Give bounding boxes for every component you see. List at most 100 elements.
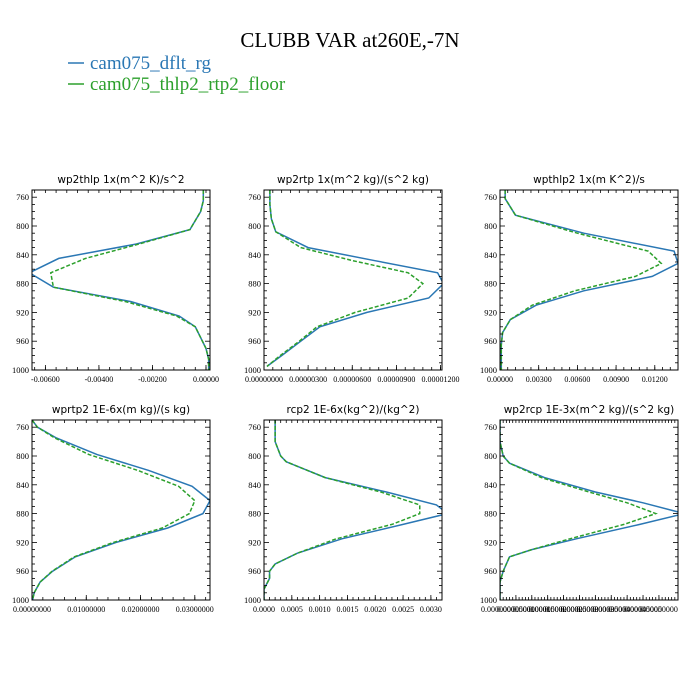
series-line-wpthlp2-floor (500, 190, 663, 370)
plot-frame-wp2rtp (263, 189, 443, 371)
x-tick-label-wp2rtp: 0.00000300 (289, 375, 327, 384)
y-tick-label-wpthlp2: 840 (484, 250, 497, 260)
y-tick-label-wp2rtp: 920 (248, 307, 261, 317)
y-tick-label-wp2rcp: 840 (484, 480, 497, 490)
y-tick-label-wp2rcp: 920 (484, 537, 497, 547)
series-line-wp2rcp-floor (500, 420, 658, 600)
y-tick-label-wp2thlp: 1000 (12, 365, 29, 375)
series-line-wp2thlp-dflt (32, 190, 210, 370)
x-tick-label-wpthlp2: 0.00300 (526, 375, 552, 384)
y-tick-label-wprtp2: 960 (16, 566, 29, 576)
y-tick-label-wp2thlp: 760 (16, 192, 29, 202)
panel-wp2rtp: wp2rtp 1x(m^2 kg)/(s^2 kg) 760 800 840 880 92… (244, 174, 460, 384)
x-tick-label-rcp2: 0.0000 (253, 605, 275, 614)
x-tick-label-wp2thlp: -0.00600 (31, 375, 60, 384)
series-line-rcp2-floor (264, 420, 421, 600)
plot-frame-rcp2 (263, 419, 443, 601)
y-tick-label-wp2rcp: 800 (484, 451, 497, 461)
panel-wp2rcp: wp2rcp 1E-3x(m^2 kg)/(s^2 kg) 760 800 840 88… (480, 404, 679, 614)
y-tick-label-wp2thlp: 840 (16, 250, 29, 260)
x-tick-label-rcp2: 0.0025 (392, 605, 414, 614)
y-tick-label-wp2thlp: 960 (16, 336, 29, 346)
y-tick-label-rcp2: 920 (248, 537, 261, 547)
x-tick-label-wp2rtp: 0.00000600 (333, 375, 371, 384)
series-line-wpthlp2-dflt (500, 190, 678, 370)
y-tick-label-wp2rtp: 1000 (244, 365, 261, 375)
x-tick-label-wp2rcp: 0.00005000 (497, 605, 535, 614)
panel-rcp2: rcp2 1E-6x(kg^2)/(kg^2) 760 800 840 880 920 96… (244, 404, 443, 614)
y-tick-label-wpthlp2: 760 (484, 192, 497, 202)
y-tick-label-rcp2: 800 (248, 451, 261, 461)
y-tick-label-wpthlp2: 920 (484, 307, 497, 317)
panel-title-wp2rcp: wp2rcp 1E-3x(m^2 kg)/(s^2 kg) (504, 404, 675, 416)
y-tick-label-wprtp2: 1000 (12, 595, 29, 605)
x-tick-label-rcp2: 0.0030 (420, 605, 442, 614)
y-tick-label-wp2thlp: 880 (16, 279, 29, 289)
plot-frame-wpthlp2 (499, 189, 679, 371)
x-tick-label-wp2rcp: 0.00030000 (576, 605, 614, 614)
y-tick-label-wp2thlp: 920 (16, 307, 29, 317)
y-tick-label-wp2rtp: 840 (248, 250, 261, 260)
series-line-wp2rcp-dflt (500, 420, 678, 600)
x-tick-label-wp2thlp: -0.00200 (138, 375, 167, 384)
x-tick-label-rcp2: 0.0020 (364, 605, 386, 614)
y-tick-label-wprtp2: 880 (16, 509, 29, 519)
y-tick-label-wp2rcp: 1000 (480, 595, 497, 605)
x-tick-label-wp2rcp: 0.00015000 (529, 605, 567, 614)
legend: cam075_dflt_rg cam075_thlp2_rtp2_floor (68, 53, 286, 95)
x-tick-label-wp2rcp: 0.00045000 (624, 605, 662, 614)
panel-title-wprtp2: wprtp2 1E-6x(m kg)/(s kg) (52, 404, 190, 416)
y-tick-label-wprtp2: 800 (16, 451, 29, 461)
x-tick-label-wp2rcp: 0.00050000 (640, 605, 678, 614)
plot-frame-wprtp2 (31, 419, 211, 601)
series-line-wprtp2-floor (32, 420, 196, 600)
x-tick-label-wp2thlp: 0.00000 (193, 375, 219, 384)
y-tick-label-wp2rtp: 800 (248, 221, 261, 231)
legend-label-floor: cam075_thlp2_rtp2_floor (90, 74, 286, 95)
y-tick-label-wprtp2: 920 (16, 537, 29, 547)
series-line-rcp2-dflt (264, 420, 442, 600)
plot-frame-wp2thlp (31, 189, 211, 371)
y-tick-label-wp2rtp: 880 (248, 279, 261, 289)
legend-label-dflt: cam075_dflt_rg (90, 53, 212, 74)
series-line-wp2thlp-floor (49, 190, 210, 370)
y-tick-label-wpthlp2: 800 (484, 221, 497, 231)
panel-wprtp2: wprtp2 1E-6x(m kg)/(s kg) 760 800 840 880 920… (12, 404, 214, 614)
x-tick-label-wp2rcp: 0.00010000 (513, 605, 551, 614)
x-tick-label-wpthlp2: 0.00900 (603, 375, 629, 384)
series-line-wprtp2-dflt (32, 420, 210, 600)
x-tick-label-wprtp2: 0.03000000 (176, 605, 214, 614)
x-tick-label-wp2rcp: 0.00025000 (560, 605, 598, 614)
x-tick-label-rcp2: 0.0005 (281, 605, 303, 614)
y-tick-label-wpthlp2: 1000 (480, 365, 497, 375)
panel-title-wp2thlp: wp2thlp 1x(m^2 K)/s^2 (57, 174, 184, 186)
y-tick-label-wp2thlp: 800 (16, 221, 29, 231)
x-tick-label-wp2rcp: 0.00000000 (481, 605, 519, 614)
y-tick-label-rcp2: 1000 (244, 595, 261, 605)
x-tick-label-wp2rcp: 0.00040000 (608, 605, 646, 614)
x-tick-label-wpthlp2: 0.00000 (487, 375, 513, 384)
y-tick-label-rcp2: 880 (248, 509, 261, 519)
x-tick-label-rcp2: 0.0010 (309, 605, 331, 614)
panel-title-wp2rtp: wp2rtp 1x(m^2 kg)/(s^2 kg) (277, 174, 429, 186)
x-tick-label-wp2rcp: 0.00035000 (592, 605, 630, 614)
panel-title-rcp2: rcp2 1E-6x(kg^2)/(kg^2) (287, 404, 420, 416)
y-tick-label-wprtp2: 840 (16, 480, 29, 490)
x-tick-label-wp2rtp: 0.00001200 (422, 375, 460, 384)
figure-title: CLUBB VAR at260E,-7N (240, 28, 459, 52)
panel-wp2thlp: wp2thlp 1x(m^2 K)/s^2 760 800 840 880 920 960 1… (12, 174, 219, 384)
series-line-wp2rtp-dflt (266, 190, 442, 368)
y-tick-label-wp2rtp: 960 (248, 336, 261, 346)
x-tick-label-wprtp2: 0.00000000 (13, 605, 51, 614)
panel-title-wpthlp2: wpthlp2 1x(m K^2)/s (533, 174, 645, 186)
panels: wp2thlp 1x(m^2 K)/s^2 760 800 840 880 920 960 1… (12, 174, 679, 614)
x-tick-label-wp2rtp: 0.00000000 (245, 375, 283, 384)
y-tick-label-wp2rcp: 760 (484, 422, 497, 432)
y-tick-label-rcp2: 760 (248, 422, 261, 432)
y-tick-label-wp2rtp: 760 (248, 192, 261, 202)
plot-frame-wp2rcp (499, 419, 679, 601)
y-tick-label-wpthlp2: 960 (484, 336, 497, 346)
x-tick-label-wp2thlp: -0.00400 (85, 375, 114, 384)
y-tick-label-wprtp2: 760 (16, 422, 29, 432)
